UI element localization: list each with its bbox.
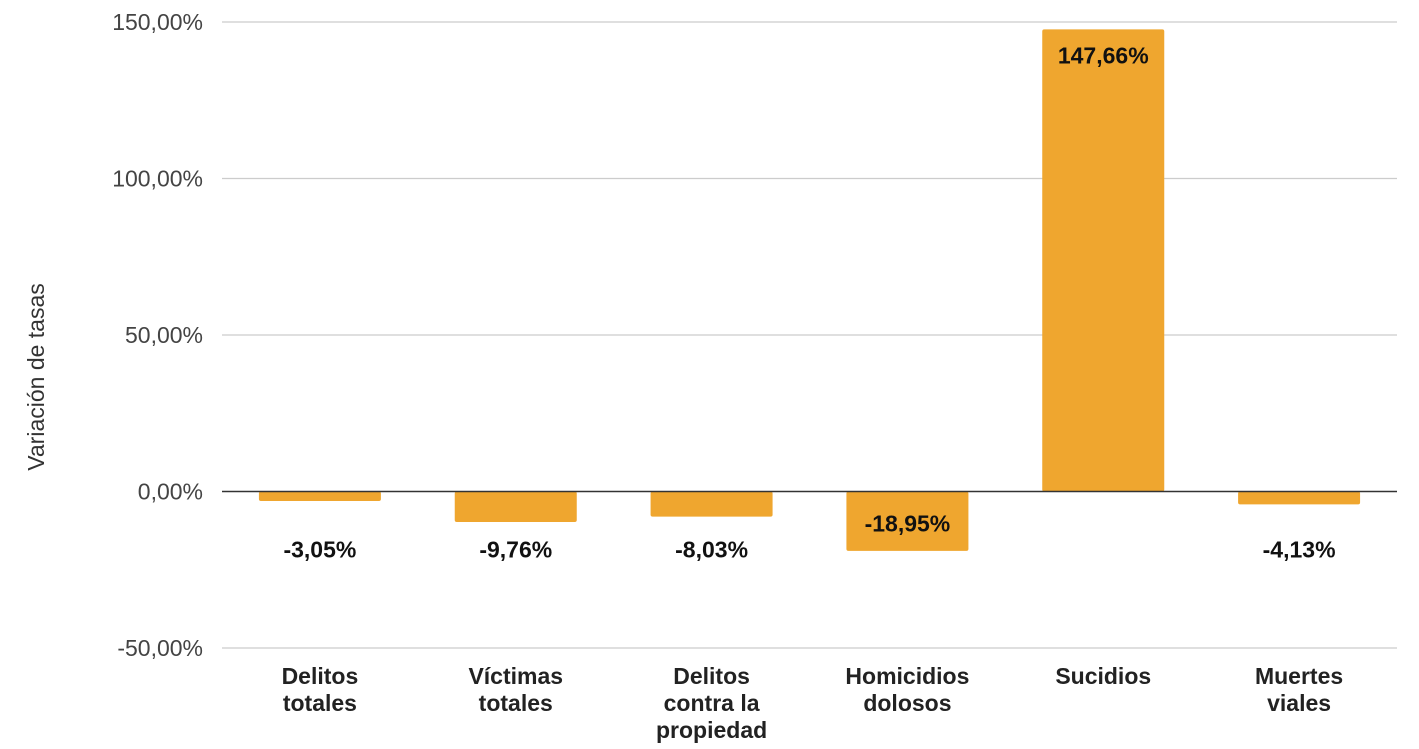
category-label-layer: Delitos totales Víctimas totales Delitos cont… — [282, 663, 1344, 743]
bar — [846, 491, 969, 551]
data-label: -9,76% — [479, 537, 552, 563]
y-tick-label: 50,00% — [125, 322, 203, 348]
data-label: 147,66% — [1058, 42, 1149, 68]
x-category-label: Muertes viales — [1255, 663, 1343, 716]
y-tick-label: 100,00% — [112, 166, 203, 192]
y-tick-label: 0,00% — [138, 479, 203, 505]
bar — [454, 491, 577, 523]
x-category-label: Homicidios dolosos — [845, 663, 969, 716]
data-label: -4,13% — [1263, 537, 1336, 563]
grid-layer — [222, 21, 1397, 649]
y-tick-label: -50,00% — [117, 635, 203, 661]
x-category-label: Delitos totales — [282, 663, 359, 716]
bar — [650, 491, 773, 517]
y-tick-label: 150,00% — [112, 9, 203, 35]
y-axis-title: Variación de tasas — [23, 283, 49, 471]
data-label-layer: -3,05% -9,76% -8,03% -18,95% 147,66% -4,13% — [283, 42, 1335, 562]
x-category-label: Sucidios — [1055, 663, 1151, 689]
bar-layer — [258, 29, 1361, 551]
x-category-label: Víctimas totales — [468, 663, 563, 716]
data-label: -8,03% — [675, 537, 748, 563]
x-category-label: Delitos contra la propiedad — [656, 663, 767, 743]
bar — [1238, 491, 1361, 505]
y-tick-layer: -50,00% 0,00% 50,00% 100,00% 150,00% — [112, 9, 203, 661]
bar — [258, 491, 381, 502]
data-label: -3,05% — [283, 537, 356, 563]
bar — [1042, 29, 1165, 492]
data-label: -18,95% — [865, 511, 951, 537]
